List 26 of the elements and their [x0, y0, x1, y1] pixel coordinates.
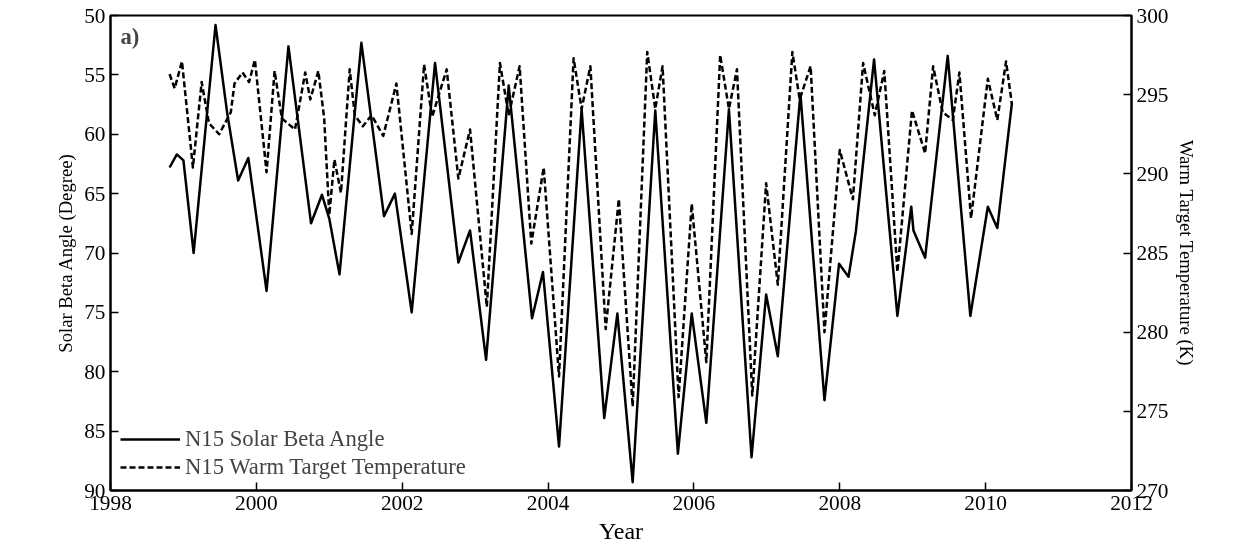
y2-tick-label: 275: [1136, 399, 1169, 424]
legend-label: N15 Warm Target Temperature: [185, 454, 466, 480]
y-tick-label: 60: [84, 122, 106, 147]
y-tick-label: 65: [84, 181, 106, 206]
annotation: a): [120, 23, 140, 49]
y-tick-label: 50: [84, 3, 106, 28]
y-tick-label: 70: [84, 241, 106, 265]
x-tick-label: 2000: [235, 490, 278, 515]
y2-tick-label: 285: [1136, 241, 1169, 265]
y-tick-label: 55: [84, 62, 106, 87]
y-tick-label: 75: [84, 300, 106, 325]
y-tick-label: 85: [84, 419, 106, 444]
y-axis-title: Solar Beta Angle (Degree): [55, 154, 78, 353]
x-tick-label: 2006: [672, 490, 716, 515]
y-tick-label: 80: [84, 359, 106, 384]
legend-label: N15 Solar Beta Angle: [185, 426, 385, 452]
x-axis-title: Year: [598, 517, 644, 544]
x-tick-label: 2002: [380, 490, 424, 515]
y2-axis-title: Warm Target Temperature (K): [1175, 139, 1198, 366]
x-tick-label: 2004: [526, 490, 570, 515]
y2-tick-label: 280: [1136, 320, 1169, 345]
y2-tick-label: 290: [1136, 161, 1169, 186]
x-tick-label: 2008: [818, 490, 862, 515]
y2-tick-label: 300: [1136, 3, 1169, 28]
x-tick-label: 2010: [964, 490, 1007, 515]
y2-tick-label: 295: [1136, 82, 1169, 107]
